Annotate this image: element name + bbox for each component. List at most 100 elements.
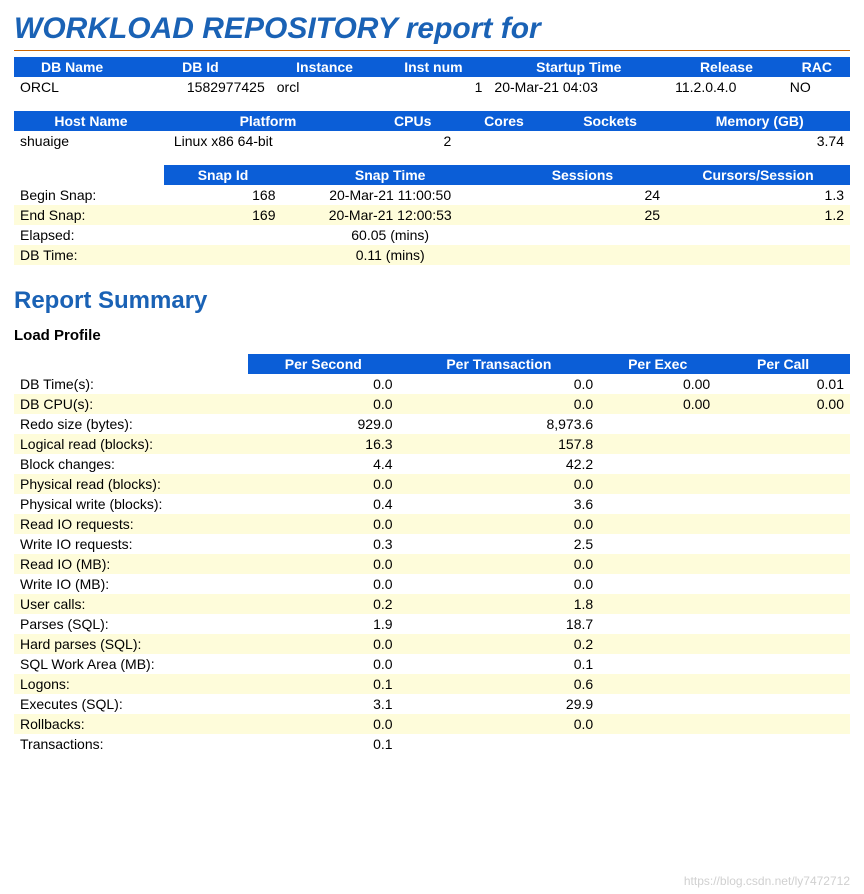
table-cell: 3.6 [399,494,600,514]
table-cell: 0.0 [248,374,398,394]
table-cell: 1.9 [248,614,398,634]
table-cell: 0.0 [248,474,398,494]
table-cell: 0.0 [248,654,398,674]
table-cell [716,674,850,694]
table-cell: Executes (SQL): [14,694,248,714]
table-row: DB Time(s):0.00.00.000.01 [14,374,850,394]
table-cell: shuaige [14,131,168,151]
table-cell: 29.9 [399,694,600,714]
table-row: DB CPU(s):0.00.00.000.00 [14,394,850,414]
column-header: Startup Time [488,57,669,77]
table-cell: 1 [378,77,488,97]
column-header [14,354,248,374]
column-header: Cores [457,111,550,131]
table-cell [666,245,850,265]
table-cell: 11.2.0.4.0 [669,77,784,97]
table-cell: 0.0 [399,554,600,574]
table-cell: Logical read (blocks): [14,434,248,454]
table-cell [599,574,716,594]
column-header: Sockets [551,111,670,131]
table-cell: Read IO requests: [14,514,248,534]
column-header: Sessions [499,165,666,185]
table-cell: 0.11 (mins) [282,245,499,265]
table-cell [599,494,716,514]
column-header: Snap Time [282,165,499,185]
table-cell [599,634,716,654]
column-header: DB Id [130,57,271,77]
table-cell: 2 [368,131,457,151]
table-row: End Snap:16920-Mar-21 12:00:53251.2 [14,205,850,225]
table-cell [716,614,850,634]
table-cell: Redo size (bytes): [14,414,248,434]
table-row: DB Time: 0.11 (mins) [14,245,850,265]
table-cell [599,514,716,534]
column-header: Per Exec [599,354,716,374]
table-cell: 0.1 [248,734,398,754]
table-row: Transactions:0.1 [14,734,850,754]
table-row: Physical read (blocks):0.00.0 [14,474,850,494]
table-cell: 0.00 [716,394,850,414]
table-cell [716,434,850,454]
table-cell: 1.3 [666,185,850,205]
table-cell [164,245,281,265]
table-cell: User calls: [14,594,248,614]
table-cell [716,554,850,574]
table-cell: Hard parses (SQL): [14,634,248,654]
load-profile-heading: Load Profile [14,327,850,344]
table-row: User calls:0.21.8 [14,594,850,614]
table-cell: 0.0 [248,554,398,574]
table-cell: NO [784,77,850,97]
table-cell: 3.1 [248,694,398,714]
table-cell [716,474,850,494]
table-cell [599,614,716,634]
table-cell: 0.1 [399,654,600,674]
table-cell: DB Time: [14,245,164,265]
column-header: Memory (GB) [669,111,850,131]
db-info-table: DB NameDB IdInstanceInst numStartup Time… [14,57,850,97]
table-cell: 169 [164,205,281,225]
table-cell: 2.5 [399,534,600,554]
table-row: Write IO requests:0.32.5 [14,534,850,554]
table-cell: Linux x86 64-bit [168,131,368,151]
table-cell: DB Time(s): [14,374,248,394]
table-row: Read IO (MB):0.00.0 [14,554,850,574]
table-cell: ORCL [14,77,130,97]
snapshot-table: Snap IdSnap TimeSessionsCursors/Session … [14,165,850,265]
table-cell [716,654,850,674]
table-row: shuaigeLinux x86 64-bit23.74 [14,131,850,151]
table-cell: 0.0 [399,374,600,394]
table-cell [716,454,850,474]
table-cell: Write IO (MB): [14,574,248,594]
table-cell: 0.0 [399,394,600,414]
table-row: SQL Work Area (MB):0.00.1 [14,654,850,674]
table-cell: 20-Mar-21 11:00:50 [282,185,499,205]
load-profile-table: Per SecondPer TransactionPer ExecPer Cal… [14,354,850,754]
table-cell [399,734,600,754]
table-cell: 0.00 [599,394,716,414]
column-header: Instance [271,57,379,77]
table-row: Logical read (blocks):16.3157.8 [14,434,850,454]
table-cell: 0.0 [248,574,398,594]
table-cell [599,414,716,434]
table-cell [716,594,850,614]
table-cell [499,245,666,265]
table-cell: Rollbacks: [14,714,248,734]
table-cell: 0.4 [248,494,398,514]
table-cell: Write IO requests: [14,534,248,554]
table-cell [666,225,850,245]
column-header: Inst num [378,57,488,77]
column-header: Host Name [14,111,168,131]
table-cell [599,694,716,714]
table-cell: 0.0 [248,394,398,414]
table-cell [599,654,716,674]
table-row: Begin Snap:16820-Mar-21 11:00:50241.3 [14,185,850,205]
table-cell: 25 [499,205,666,225]
table-cell [716,494,850,514]
table-cell: 8,973.6 [399,414,600,434]
table-cell: 18.7 [399,614,600,634]
table-cell [599,674,716,694]
table-cell: 0.2 [399,634,600,654]
table-cell: Block changes: [14,454,248,474]
table-cell: 0.01 [716,374,850,394]
column-header: DB Name [14,57,130,77]
